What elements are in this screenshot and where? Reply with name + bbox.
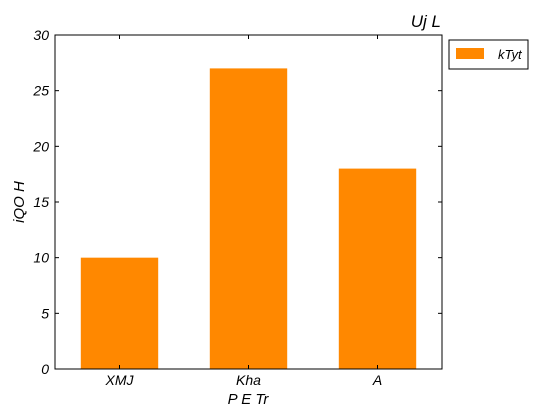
x-axis-label: P E Tr (228, 391, 270, 408)
y-tick-label: 25 (32, 83, 49, 99)
legend-label: kTyt (498, 47, 523, 62)
y-axis-ticks: 0 5 10 15 20 25 30 (32, 27, 442, 377)
y-tick-label: 5 (41, 305, 49, 321)
y-tick-label: 30 (33, 27, 49, 43)
chart-title: Uj L (411, 12, 441, 31)
y-tick-label: 15 (33, 194, 49, 210)
bar-a (338, 168, 417, 369)
y-tick-label: 10 (33, 250, 49, 266)
y-tick-label: 20 (32, 138, 49, 154)
bar-kha (209, 68, 288, 370)
x-tick-label: A (372, 372, 382, 388)
legend-swatch (456, 48, 484, 59)
x-axis-ticks: XMJ Kha A (105, 35, 382, 388)
bar-xmj (80, 257, 159, 369)
legend: kTyt (448, 39, 529, 70)
bars-group (80, 68, 417, 370)
y-tick-label: 0 (41, 361, 49, 377)
x-tick-label: XMJ (105, 372, 135, 388)
y-axis-label: iQO H (11, 181, 28, 223)
plot-area-frame (54, 34, 443, 370)
x-tick-label: Kha (236, 372, 261, 388)
